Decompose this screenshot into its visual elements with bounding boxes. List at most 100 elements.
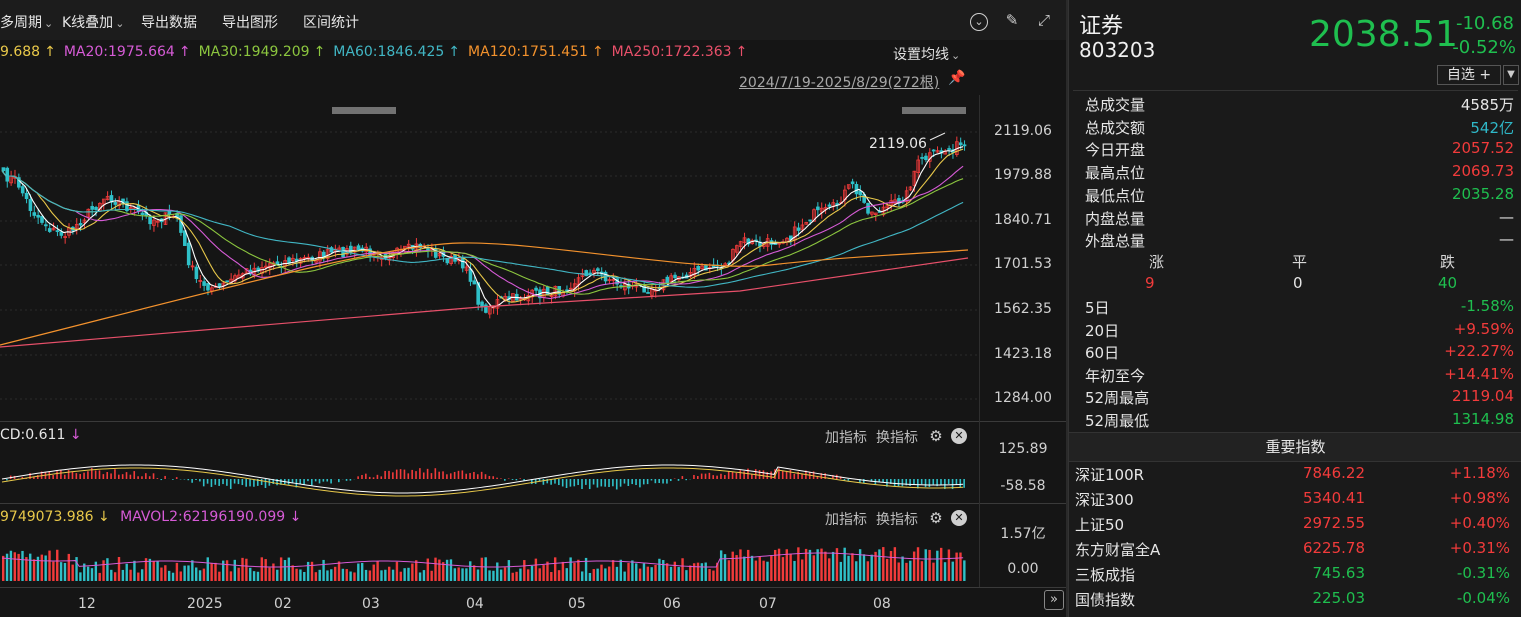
volume-bar [754, 560, 758, 581]
price-tick-label: 1562.35 [994, 301, 1052, 317]
stat-value: — [1499, 207, 1514, 226]
volume-bar [893, 547, 897, 581]
kline-overlay-menu[interactable]: K线叠加 ⌄ [62, 12, 124, 32]
volume-bar [256, 571, 260, 581]
candle-body [665, 276, 670, 283]
candle-body [480, 301, 484, 307]
volume-bar [48, 550, 51, 581]
candle-body [673, 274, 677, 279]
volume-bar [565, 568, 568, 581]
candle-body [696, 265, 700, 271]
index-row[interactable]: 东方财富全A 6225.78 +0.31% [1075, 539, 1510, 563]
multi-period-menu[interactable]: 多周期 ⌄ [0, 12, 53, 32]
volume-bar [870, 554, 873, 581]
arrow-up-icon: ↑ [735, 44, 748, 60]
volume-bar [222, 560, 225, 581]
add-indicator-button[interactable]: 加指标 [825, 430, 867, 446]
add-watchlist-button[interactable]: 自选 + [1437, 65, 1501, 85]
close-icon[interactable]: ✕ [951, 428, 967, 444]
add-indicator-button[interactable]: 加指标 [825, 512, 867, 528]
candle-body [553, 285, 558, 297]
export-data-button[interactable]: 导出数据 [141, 15, 197, 31]
volume-bar [650, 567, 653, 581]
chevron-down-circle-icon[interactable]: ⌄ [970, 13, 988, 31]
ma-line-5 [1, 146, 964, 308]
volume-bar [635, 563, 638, 581]
volume-bar [777, 548, 781, 581]
volume-bar [310, 561, 314, 581]
export-chart-button[interactable]: 导出图形 [222, 15, 278, 31]
candle-body [464, 266, 469, 271]
volume-bar [179, 571, 182, 581]
volume-bar [511, 572, 514, 581]
pin-icon[interactable]: 📌 [948, 70, 966, 86]
divider [1073, 90, 1518, 91]
candle-body [36, 214, 40, 218]
volume-bar [808, 549, 812, 581]
volume-bar [515, 571, 518, 581]
month-tick-label: 2025 [187, 596, 223, 612]
volume-bar [272, 563, 275, 581]
switch-indicator-button[interactable]: 换指标 [876, 430, 918, 446]
index-row[interactable]: 深证300 5340.41 +0.98% [1075, 489, 1510, 513]
volume-bar [364, 569, 368, 581]
volume-bar [75, 557, 78, 581]
index-row[interactable]: 深证100R 7846.22 +1.18% [1075, 464, 1510, 488]
volume-bar [167, 570, 171, 581]
splitter[interactable] [1066, 0, 1068, 617]
volume-bar [874, 551, 877, 581]
candle-body [47, 228, 52, 232]
stat-row: 总成交额 542亿 [1085, 117, 1514, 139]
candle-body [337, 247, 342, 251]
double-chevron-right-icon[interactable]: » [1044, 590, 1064, 610]
candle-body [51, 227, 56, 231]
macd-value: CD:0.611 [0, 427, 66, 443]
stat-key: 总成交量 [1085, 96, 1146, 114]
pen-icon[interactable]: ✎ [1005, 11, 1019, 29]
volume-chart[interactable] [0, 528, 980, 583]
expand-icon[interactable]: ⤢ [1037, 11, 1050, 29]
index-name: 深证100R [1075, 466, 1145, 484]
gear-icon[interactable]: ⚙ [929, 509, 943, 527]
multi-period-label: 多周期 [0, 15, 42, 31]
close-icon[interactable]: ✕ [951, 510, 967, 526]
candlestick-chart[interactable] [0, 95, 1066, 420]
volume-bar [627, 562, 630, 581]
candle-body [449, 255, 453, 264]
stat-value: 2057.52 [1451, 139, 1514, 158]
index-row[interactable]: 上证50 2972.55 +0.40% [1075, 514, 1510, 538]
volume-bar [557, 570, 561, 581]
breadth-flat-count: 0 [1293, 274, 1303, 292]
volume-bar [685, 570, 688, 581]
volume-bar [214, 562, 217, 581]
index-row[interactable]: 三板成指 745.63 -0.31% [1075, 564, 1510, 588]
volume-bar [314, 572, 318, 581]
volume-bar [372, 564, 375, 581]
switch-indicator-button[interactable]: 换指标 [876, 512, 918, 528]
volume-bar [341, 568, 345, 581]
candle-body [866, 202, 870, 214]
ma-settings-button[interactable]: 设置均线 ⌄ [893, 44, 960, 64]
volume-bar [719, 550, 723, 581]
index-change: -0.04% [1456, 589, 1510, 607]
volume-bar [611, 560, 615, 581]
volume-bar [434, 557, 437, 581]
dropdown-icon[interactable]: ▼ [1503, 65, 1519, 85]
volume-bar [384, 569, 387, 581]
price-tick-label: 1284.00 [994, 390, 1052, 406]
volume-bar [924, 549, 927, 581]
index-row[interactable]: 国债指数 225.03 -0.04% [1075, 589, 1510, 613]
volume-bar [322, 559, 325, 581]
macd-chart[interactable] [0, 445, 980, 500]
volume-bar [318, 569, 321, 581]
volume-bar [523, 560, 526, 581]
volume-bar [233, 559, 236, 581]
range-stats-button[interactable]: 区间统计 [303, 15, 359, 31]
candle-body [352, 246, 357, 253]
chart-area[interactable] [0, 40, 1066, 617]
vol-axis-top: 1.57亿 [1000, 526, 1046, 542]
stat-row: 总成交量 4585万 [1085, 94, 1514, 116]
gear-icon[interactable]: ⚙ [929, 427, 943, 445]
stat-value: 542亿 [1470, 118, 1514, 137]
volume-bar [333, 566, 337, 581]
